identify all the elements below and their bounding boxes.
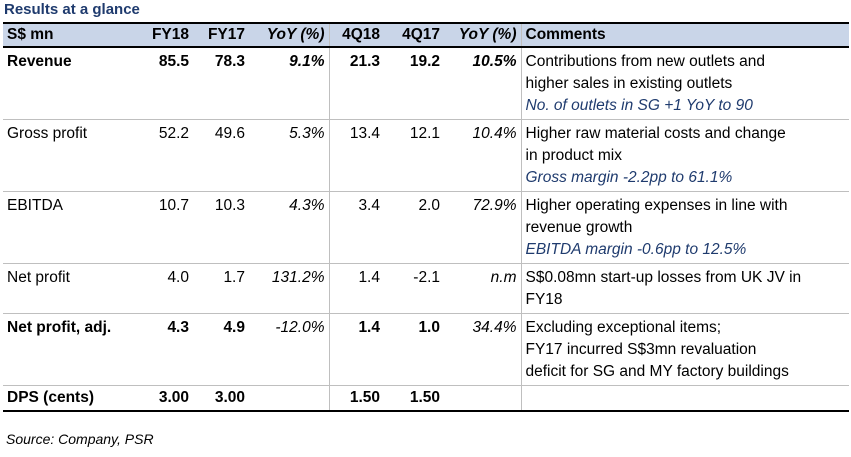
table-row: Net profit 4.0 1.7 131.2% 1.4 -2.1 n.m S… xyxy=(3,263,849,314)
comment-line: FY18 xyxy=(525,291,563,308)
cell-fy17: 1.7 xyxy=(193,263,249,314)
row-label: Net profit, adj. xyxy=(3,313,136,386)
cell-4q18: 1.4 xyxy=(329,313,384,386)
cell-qyoy: 72.9% xyxy=(444,191,522,264)
cell-comment: Contributions from new outlets and highe… xyxy=(521,47,849,120)
cell-4q17: 1.50 xyxy=(384,385,444,412)
comment-note: EBITDA margin -0.6pp to 12.5% xyxy=(525,241,747,258)
cell-fy18: 3.00 xyxy=(136,385,193,412)
cell-fy18: 4.0 xyxy=(136,263,193,314)
row-label: Revenue xyxy=(3,47,136,120)
table-row: DPS (cents) 3.00 3.00 1.50 1.50 xyxy=(3,385,849,412)
comment-line: S$0.08mn start-up losses from UK JV in xyxy=(525,269,802,286)
cell-fy17: 78.3 xyxy=(193,47,249,120)
header-fy17: FY17 xyxy=(207,26,245,43)
cell-4q17: 19.2 xyxy=(384,47,444,120)
cell-fy17: 3.00 xyxy=(193,385,249,412)
cell-4q18: 3.4 xyxy=(329,191,384,264)
cell-4q18: 21.3 xyxy=(329,47,384,120)
comment-line: Contributions from new outlets and xyxy=(525,53,766,70)
header-qyoy: YoY (%) xyxy=(444,23,522,47)
comment-line: higher sales in existing outlets xyxy=(525,75,733,92)
cell-comment xyxy=(521,385,849,412)
cell-fy18: 85.5 xyxy=(136,47,193,120)
cell-4q17: 12.1 xyxy=(384,119,444,192)
source-note: Source: Company, PSR xyxy=(6,431,154,447)
row-label: EBITDA xyxy=(3,191,136,264)
cell-fy17: 10.3 xyxy=(193,191,249,264)
cell-qyoy: 34.4% xyxy=(444,313,522,386)
table-row: EBITDA 10.7 10.3 4.3% 3.4 2.0 72.9% High… xyxy=(3,191,849,264)
comment-line: FY17 incurred S$3mn revaluation xyxy=(525,341,757,358)
cell-comment: Higher operating expenses in line with r… xyxy=(521,191,849,264)
header-row: S$ mn FY18 FY17 YoY (%) 4Q18 4Q17 YoY (%… xyxy=(3,23,849,47)
cell-qyoy: 10.4% xyxy=(444,119,522,192)
header-smn: S$ mn xyxy=(7,26,54,43)
cell-yoy: 131.2% xyxy=(249,263,330,314)
table-title: Results at a glance xyxy=(4,1,140,18)
cell-qyoy xyxy=(444,385,522,412)
row-label: Gross profit xyxy=(3,119,136,192)
cell-4q18: 1.50 xyxy=(329,385,384,412)
cell-yoy: 4.3% xyxy=(249,191,330,264)
cell-fy17: 49.6 xyxy=(193,119,249,192)
header-comments: Comments xyxy=(525,26,606,43)
comment-line: Higher operating expenses in line with xyxy=(525,197,788,214)
comment-line: in product mix xyxy=(525,147,622,164)
cell-4q17: -2.1 xyxy=(384,263,444,314)
cell-yoy: -12.0% xyxy=(249,313,330,386)
cell-comment: Excluding exceptional items; FY17 incurr… xyxy=(521,313,849,386)
cell-comment: S$0.08mn start-up losses from UK JV in F… xyxy=(521,263,849,314)
cell-fy18: 4.3 xyxy=(136,313,193,386)
cell-fy18: 52.2 xyxy=(136,119,193,192)
table-row: Revenue 85.5 78.3 9.1% 21.3 19.2 10.5% C… xyxy=(3,47,849,120)
comment-note: No. of outlets in SG +1 YoY to 90 xyxy=(525,97,753,114)
cell-fy17: 4.9 xyxy=(193,313,249,386)
cell-4q18: 1.4 xyxy=(329,263,384,314)
cell-yoy: 9.1% xyxy=(249,47,330,120)
header-4q18: 4Q18 xyxy=(342,26,380,43)
header-yoy: YoY (%) xyxy=(249,23,330,47)
cell-4q17: 1.0 xyxy=(384,313,444,386)
comment-line: revenue growth xyxy=(525,219,633,236)
header-4q17: 4Q17 xyxy=(402,26,440,43)
cell-4q17: 2.0 xyxy=(384,191,444,264)
comment-line: Excluding exceptional items; xyxy=(525,319,722,336)
cell-4q18: 13.4 xyxy=(329,119,384,192)
comment-line: deficit for SG and MY factory buildings xyxy=(525,363,789,380)
cell-fy18: 10.7 xyxy=(136,191,193,264)
table-row: Net profit, adj. 4.3 4.9 -12.0% 1.4 1.0 … xyxy=(3,313,849,386)
cell-yoy xyxy=(249,385,330,412)
header-fy18: FY18 xyxy=(151,26,189,43)
cell-yoy: 5.3% xyxy=(249,119,330,192)
results-table: S$ mn FY18 FY17 YoY (%) 4Q18 4Q17 YoY (%… xyxy=(3,22,849,412)
row-label: Net profit xyxy=(3,263,136,314)
row-label: DPS (cents) xyxy=(3,385,136,412)
cell-comment: Higher raw material costs and change in … xyxy=(521,119,849,192)
table-row: Gross profit 52.2 49.6 5.3% 13.4 12.1 10… xyxy=(3,119,849,192)
comment-line: Higher raw material costs and change xyxy=(525,125,786,142)
cell-qyoy: n.m xyxy=(444,263,522,314)
cell-qyoy: 10.5% xyxy=(444,47,522,120)
comment-note: Gross margin -2.2pp to 61.1% xyxy=(525,169,733,186)
